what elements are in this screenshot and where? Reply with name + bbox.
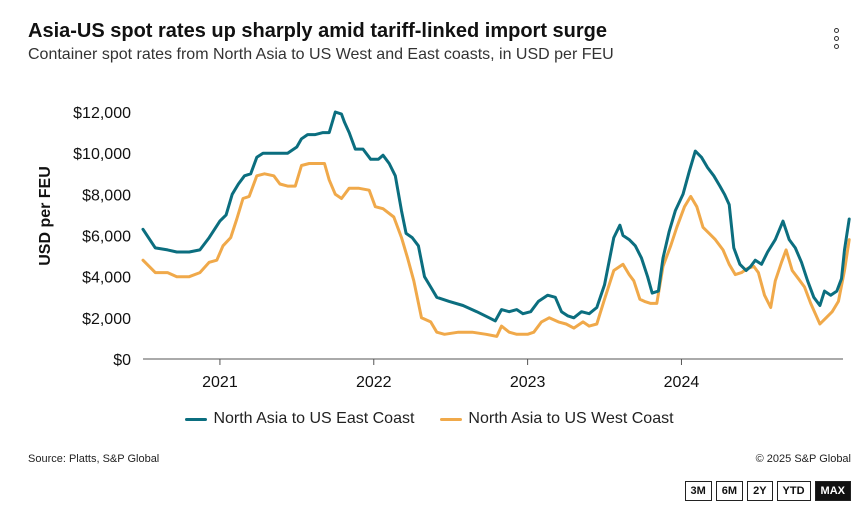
legend-swatch-east-coast — [185, 417, 208, 421]
copyright-note: © 2025 S&P Global — [755, 453, 851, 465]
y-axis-title: USD per FEU — [37, 166, 54, 266]
time-range-selector: 3M 6M 2Y YTD MAX — [684, 481, 851, 501]
source-note: Source: Platts, S&P Global — [28, 453, 160, 465]
series-line-east-coast[interactable] — [141, 110, 851, 323]
y-tick-label: $12,000 — [73, 105, 131, 122]
legend: North Asia to US East Coast North Asia t… — [0, 410, 859, 428]
legend-swatch-west-coast — [440, 417, 463, 421]
y-tick-label: $6,000 — [82, 229, 131, 246]
menu-dot — [833, 36, 839, 41]
menu-dot — [833, 28, 839, 33]
x-tick-label: 2021 — [202, 374, 238, 391]
range-button-2y[interactable]: 2Y — [747, 481, 773, 501]
y-axis-ticks: $0 $2,000 $4,000 $6,000 $8,000 $10,000 $12,000 — [73, 105, 131, 369]
y-tick-label: $8,000 — [82, 187, 131, 204]
y-tick-label: $4,000 — [82, 270, 131, 287]
x-tick-label: 2024 — [664, 374, 700, 391]
y-tick-label: $0 — [113, 352, 131, 369]
range-button-ytd[interactable]: YTD — [776, 481, 811, 501]
menu-dot — [833, 44, 839, 49]
range-button-3m[interactable]: 3M — [684, 481, 712, 501]
x-tick-label: 2023 — [510, 374, 546, 391]
y-axis-title-group: USD per FEU — [37, 166, 54, 266]
chart-title: Asia-US spot rates up sharply amid tarif… — [28, 20, 608, 42]
x-axis-ticks: 2021 2022 2023 2024 — [202, 359, 699, 391]
series-line-west-coast[interactable] — [141, 162, 851, 338]
y-tick-label: $10,000 — [73, 146, 131, 163]
chart-subtitle: Container spot rates from North Asia to … — [28, 46, 614, 63]
legend-item-west-coast[interactable]: North Asia to US West Coast — [440, 410, 674, 428]
legend-label-west-coast: North Asia to US West Coast — [468, 410, 674, 427]
legend-item-east-coast[interactable]: North Asia to US East Coast — [185, 410, 414, 428]
legend-label-east-coast: North Asia to US East Coast — [213, 410, 415, 427]
series-lines — [141, 110, 851, 338]
more-options-icon[interactable] — [826, 28, 846, 56]
x-tick-label: 2022 — [356, 374, 392, 391]
range-button-max[interactable]: MAX — [814, 481, 851, 501]
range-button-6m[interactable]: 6M — [715, 481, 744, 501]
y-tick-label: $2,000 — [82, 311, 131, 328]
